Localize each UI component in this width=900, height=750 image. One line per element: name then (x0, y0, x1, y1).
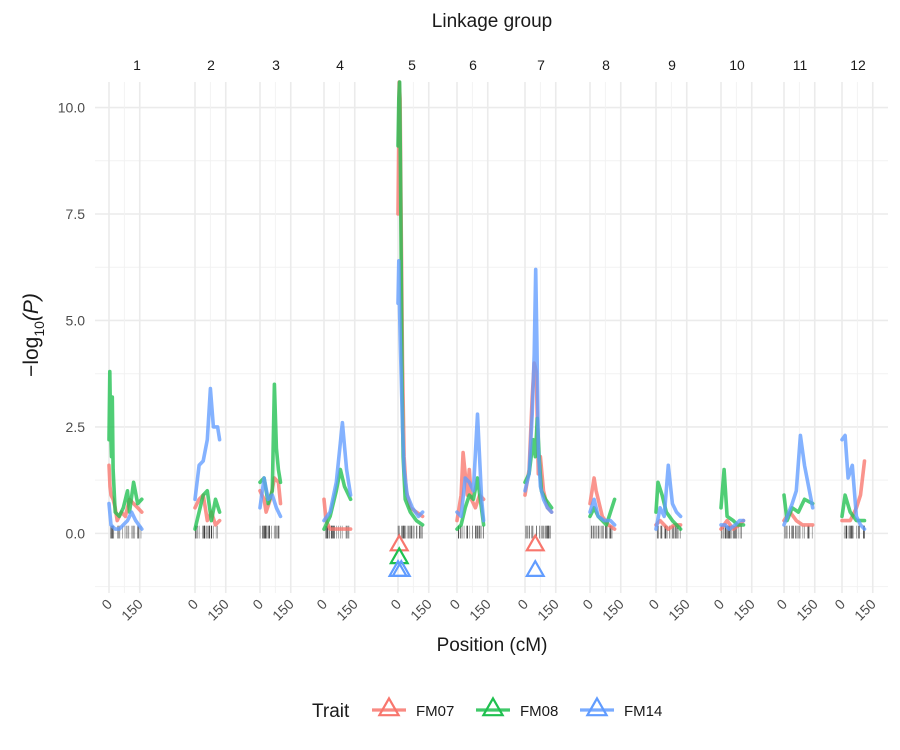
y-axis-title-main: −log (20, 337, 43, 377)
x-tick-label: 150 (665, 596, 693, 624)
y-axis-ticks: 0.0 2.5 5.0 7.5 10.0 (58, 100, 85, 542)
series-line-fm14-lg12 (840, 433, 867, 531)
x-tick-label: 150 (333, 596, 361, 624)
series-line-fm08-lg4 (322, 467, 353, 531)
series-line-fm14-lg3 (258, 476, 283, 519)
series-line-fm14-lg9 (654, 463, 683, 531)
x-tick-label: 150 (269, 596, 297, 624)
group-label-2: 2 (207, 57, 215, 73)
series-line-fm07-lg2 (193, 493, 222, 527)
x-tick-label: 0 (645, 596, 662, 613)
x-tick-label: 0 (579, 596, 596, 613)
x-tick-label: 150 (534, 596, 562, 624)
legend-item-fm07: FM07 (372, 696, 454, 720)
y-axis-title-arg: (P) (20, 293, 43, 321)
y-tick-label: 5.0 (66, 312, 86, 328)
group-label-9: 9 (668, 57, 676, 73)
y-axis-title: −log10(P) (20, 293, 47, 377)
x-axis-ticks: 0 150 0 150 0 150 0 150 0 150 0 150 0 150 0 150 0 150 0 150… (98, 596, 879, 624)
series-line-fm14-lg8 (588, 497, 617, 527)
qtl-marker-fm14 (524, 558, 546, 577)
y-tick-label: 2.5 (66, 419, 86, 435)
series-line-fm14-lg11 (782, 433, 815, 527)
series-line-fm14-lg4 (322, 420, 353, 523)
group-label-7: 7 (537, 57, 545, 73)
x-tick-label: 150 (407, 596, 435, 624)
legend-label: FM14 (624, 703, 662, 720)
legend-triangle (585, 696, 609, 717)
series-line-fm08-lg6 (455, 476, 486, 531)
x-tick-label: 150 (851, 596, 879, 624)
chart-title: Linkage group (432, 11, 552, 32)
legend-label: FM08 (520, 703, 558, 720)
series-line-fm14-lg5 (396, 259, 425, 519)
series-line-fm08-lg2 (193, 489, 222, 531)
x-tick-label: 0 (831, 596, 848, 613)
legend-triangle (377, 696, 401, 717)
qtl-marker-fm14 (390, 558, 412, 577)
series-line-fm07-lg8 (588, 476, 617, 531)
legend-item-fm14: FM14 (580, 696, 662, 720)
x-tick-label: 150 (118, 596, 146, 624)
series-line-fm14-lg1 (107, 501, 144, 531)
x-tick-label: 0 (313, 596, 330, 613)
group-strip-labels: 1 2 3 4 5 6 7 8 9 10 11 12 (133, 57, 866, 73)
x-tick-label: 0 (387, 596, 404, 613)
svg-text:−log10(P): −log10(P) (20, 293, 47, 377)
x-tick-label: 150 (466, 596, 494, 624)
group-label-10: 10 (729, 57, 745, 73)
x-tick-label: 150 (599, 596, 627, 624)
legend-label: FM07 (416, 703, 454, 720)
x-tick-label: 0 (710, 596, 727, 613)
legend-title: Trait (312, 701, 350, 722)
qtl-marker-fm07 (524, 533, 546, 552)
x-tick-label: 0 (773, 596, 790, 613)
series-lines (107, 80, 867, 531)
series-line-fm14-lg7 (523, 267, 554, 514)
series-line-fm08-lg5 (396, 80, 425, 527)
x-tick-label: 0 (98, 596, 115, 613)
x-tick-label: 150 (204, 596, 232, 624)
group-label-1: 1 (133, 57, 141, 73)
x-tick-label: 0 (249, 596, 266, 613)
y-axis-title-sub: 10 (31, 321, 47, 337)
group-label-6: 6 (469, 57, 477, 73)
series-line-fm14-lg6 (455, 412, 486, 523)
x-tick-label: 150 (793, 596, 821, 624)
group-label-4: 4 (336, 57, 344, 73)
y-tick-label: 0.0 (66, 525, 86, 541)
x-tick-label: 0 (184, 596, 201, 613)
y-tick-label: 10.0 (58, 100, 85, 116)
series-line-fm08-lg1 (107, 369, 144, 519)
x-axis-title: Position (cM) (437, 635, 548, 656)
legend: Trait FM07 FM08 FM14 (312, 696, 662, 722)
qtl-markers (387, 533, 546, 577)
series-line-fm08-lg10 (719, 467, 746, 527)
legend-triangle (481, 696, 505, 717)
series-line-fm14-lg2 (193, 386, 222, 502)
marker-rug (110, 525, 865, 539)
legend-item-fm08: FM08 (476, 696, 558, 720)
series-line-fm14-lg10 (719, 518, 746, 531)
group-label-12: 12 (850, 57, 866, 73)
x-tick-label: 150 (730, 596, 758, 624)
x-tick-label: 0 (446, 596, 463, 613)
y-tick-label: 7.5 (66, 206, 86, 222)
x-tick-label: 0 (514, 596, 531, 613)
group-label-5: 5 (408, 57, 416, 73)
group-label-11: 11 (793, 57, 808, 73)
group-label-3: 3 (272, 57, 280, 73)
group-label-8: 8 (602, 57, 610, 73)
